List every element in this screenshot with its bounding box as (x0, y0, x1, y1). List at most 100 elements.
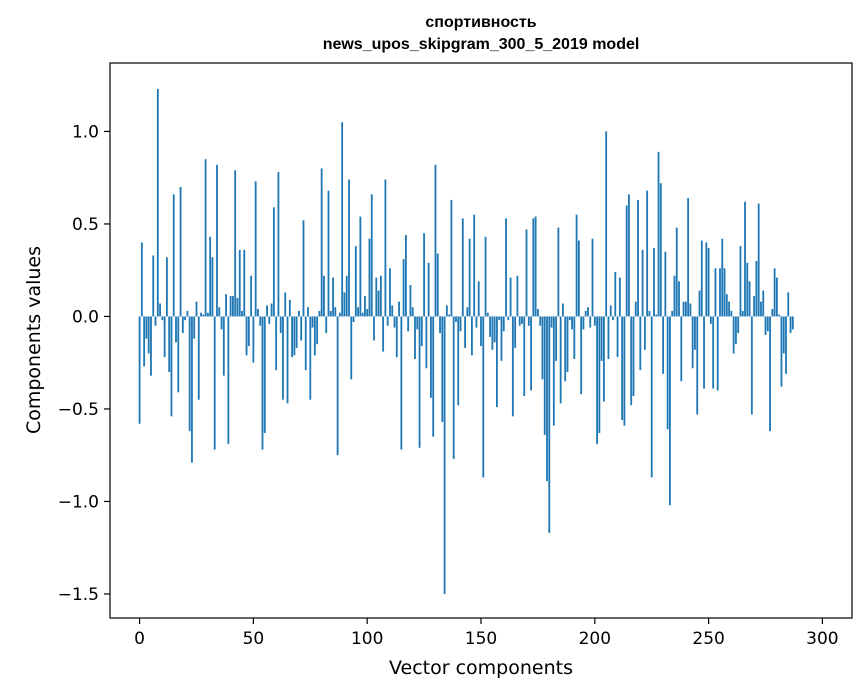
bar-1 (140, 242, 143, 317)
bar-285 (787, 292, 790, 317)
bar-50 (252, 316, 255, 363)
bar-64 (284, 292, 287, 317)
bar-70 (298, 310, 300, 317)
bar-83 (327, 190, 330, 317)
bar-190 (571, 316, 573, 330)
bar-154 (489, 316, 492, 337)
bar-31 (209, 236, 212, 317)
bar-94 (352, 316, 355, 322)
bar-188 (566, 316, 569, 372)
bar-146 (470, 316, 473, 356)
bar-53 (259, 316, 262, 326)
chart-title: спортивность (425, 14, 537, 31)
bar-233 (669, 316, 671, 506)
bar-280 (775, 277, 778, 317)
bar-159 (500, 316, 503, 361)
bar-200 (593, 316, 596, 326)
bar-284 (785, 316, 787, 374)
bar-99 (364, 296, 366, 317)
bar-179 (546, 316, 548, 482)
bar-93 (350, 316, 353, 380)
bar-85 (332, 277, 334, 317)
bar-264 (739, 246, 742, 317)
bar-252 (712, 316, 715, 389)
bar-17 (177, 316, 180, 393)
bar-220 (639, 316, 642, 371)
bar-110 (389, 268, 391, 317)
bar-104 (375, 277, 378, 317)
bar-89 (341, 122, 344, 317)
x-axis-ticks: 0 50 100 150 200 250 300 (134, 618, 839, 649)
bar-185 (559, 316, 562, 404)
bar-254 (716, 316, 719, 391)
bar-5 (150, 316, 152, 376)
bar-37 (222, 316, 225, 376)
bar-98 (361, 312, 364, 317)
bar-261 (732, 316, 735, 354)
bar-249 (705, 242, 708, 317)
bar-28 (202, 314, 205, 317)
bar-60 (275, 316, 278, 371)
bar-27 (200, 312, 202, 317)
bar-175 (536, 309, 539, 317)
bar-82 (325, 316, 328, 334)
bar-101 (368, 238, 371, 317)
bar-271 (755, 260, 758, 317)
bar-274 (762, 290, 765, 317)
bar-276 (766, 316, 769, 332)
bar-273 (760, 301, 762, 317)
bar-204 (603, 316, 605, 402)
bar-116 (402, 259, 405, 317)
bar-33 (213, 316, 216, 450)
bar-153 (486, 312, 489, 317)
bar-248 (703, 316, 705, 389)
bar-36 (220, 316, 223, 330)
bar-61 (277, 172, 280, 317)
bar-270 (753, 296, 756, 317)
bar-226 (653, 248, 655, 317)
bar-164 (511, 316, 514, 417)
bar-251 (709, 316, 712, 324)
y-tick-label: −1.0 (58, 492, 99, 512)
bar-107 (382, 316, 385, 352)
bar-187 (564, 316, 567, 382)
bar-191 (573, 316, 576, 359)
bar-108 (384, 179, 387, 317)
bar-130 (434, 164, 437, 317)
bar-244 (694, 316, 696, 350)
bar-128 (430, 316, 432, 398)
bar-217 (632, 316, 635, 396)
bar-92 (348, 179, 350, 317)
bar-205 (605, 131, 608, 317)
bar-131 (436, 253, 439, 317)
bar-16 (175, 316, 177, 343)
bar-278 (771, 309, 774, 317)
y-axis-label: Components values (23, 245, 45, 435)
bar-283 (782, 316, 785, 354)
bar-43 (236, 297, 239, 317)
bar-267 (746, 262, 749, 317)
bar-203 (600, 316, 603, 361)
y-tick-label: 0.0 (72, 307, 99, 327)
bar-170 (525, 229, 528, 317)
bar-88 (338, 312, 341, 317)
x-tick-label: 0 (134, 629, 145, 649)
bar-234 (671, 310, 674, 317)
bar-260 (730, 310, 733, 317)
bar-225 (650, 316, 653, 478)
bar-106 (379, 275, 382, 317)
bar-178 (543, 316, 546, 435)
bar-240 (684, 301, 687, 317)
bar-184 (557, 227, 560, 317)
bar-167 (518, 316, 521, 326)
bar-266 (744, 201, 746, 317)
bar-117 (404, 235, 407, 317)
bar-158 (498, 316, 501, 321)
bar-113 (395, 316, 398, 358)
y-tick-label: 1.0 (72, 122, 99, 142)
bar-7 (154, 316, 157, 326)
bar-102 (370, 194, 373, 317)
bar-67 (291, 316, 293, 358)
bar-73 (304, 316, 307, 371)
